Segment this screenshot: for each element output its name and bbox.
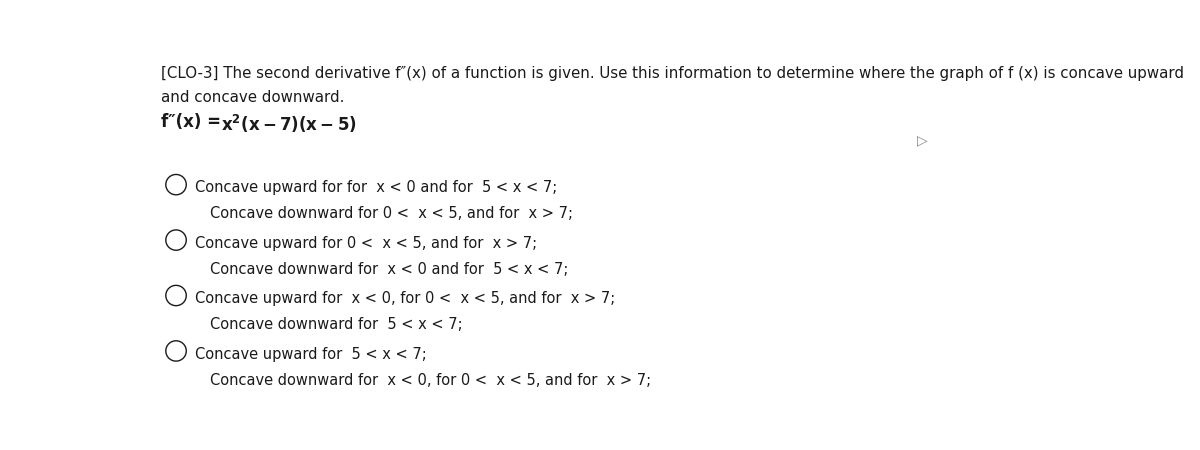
Text: Concave downward for  x < 0, for 0 <  x < 5, and for  x > 7;: Concave downward for x < 0, for 0 < x < …: [210, 373, 652, 388]
Text: Concave downward for  5 < x < 7;: Concave downward for 5 < x < 7;: [210, 317, 463, 333]
Text: Concave upward for for  x < 0 and for  5 < x < 7;: Concave upward for for x < 0 and for 5 <…: [194, 180, 557, 195]
Text: and concave downward.: and concave downward.: [161, 90, 344, 105]
Text: f″(x) =: f″(x) =: [161, 113, 227, 131]
Text: Concave upward for  5 < x < 7;: Concave upward for 5 < x < 7;: [194, 347, 426, 362]
Text: [CLO-3] The second derivative f″(x) of a function is given. Use this information: [CLO-3] The second derivative f″(x) of a…: [161, 66, 1184, 81]
Text: Concave downward for 0 <  x < 5, and for  x > 7;: Concave downward for 0 < x < 5, and for …: [210, 207, 574, 221]
Text: $\mathbf{x^{2}(x - 7)(x - 5)}$: $\mathbf{x^{2}(x - 7)(x - 5)}$: [221, 113, 356, 135]
Text: Concave upward for  x < 0, for 0 <  x < 5, and for  x > 7;: Concave upward for x < 0, for 0 < x < 5,…: [194, 291, 614, 306]
Text: Concave downward for  x < 0 and for  5 < x < 7;: Concave downward for x < 0 and for 5 < x…: [210, 262, 569, 277]
Text: Concave upward for 0 <  x < 5, and for  x > 7;: Concave upward for 0 < x < 5, and for x …: [194, 236, 536, 251]
Text: ▷: ▷: [917, 134, 928, 148]
